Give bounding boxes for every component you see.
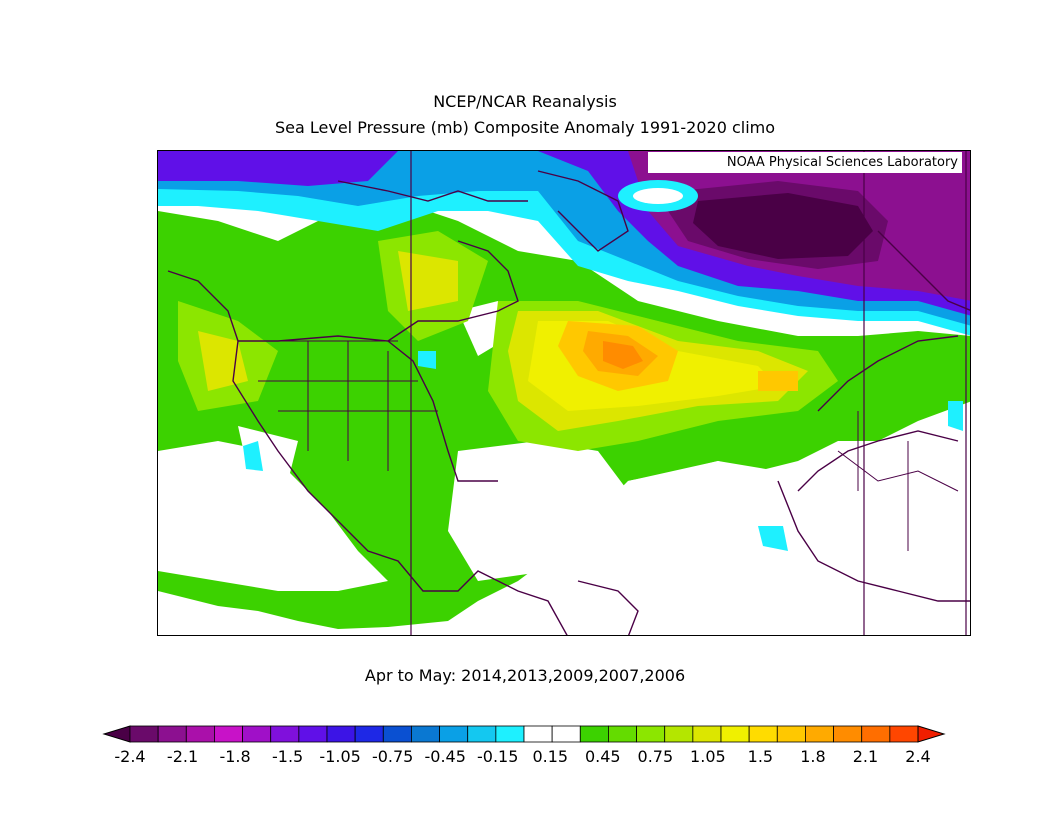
contour-gap [448,441,628,581]
colorbar-swatch [439,725,469,743]
colorbar-tick-label: -0.75 [371,747,414,766]
colorbar-tick-label: -0.15 [477,747,519,766]
colorbar-tick-label: -2.4 [114,747,146,766]
colorbar-swatch [579,725,609,743]
colorbar-swatch [270,725,300,743]
contour-neg-2.1 [693,193,873,259]
colorbar-swatch [664,725,694,743]
colorbar-tick-label: 0.15 [532,747,569,766]
colorbar-swatch [242,725,272,743]
colorbar-swatch [185,725,215,743]
colorbar-tick-label: 2.1 [852,747,879,766]
contour-neg-0.75 [158,151,398,186]
colorbar-swatch [214,725,243,743]
credit-label: NOAA Physical Sciences Laboratory [648,152,962,173]
contour-neg-spot [243,441,263,471]
contour-neg-pocket [633,188,683,204]
colorbar-tick-label: -1.8 [219,747,251,766]
colorbar-swatch [636,725,666,743]
colorbar-swatch [354,725,384,743]
colorbar-swatch [129,725,159,743]
contour-neg-spot [418,351,436,369]
caption: Apr to May: 2014,2013,2009,2007,2006 [364,666,686,685]
colorbar-swatch [298,725,328,743]
colorbar-tick-label: 1.8 [800,747,826,766]
colorbar-tick-label: -1.05 [319,747,361,766]
colorbar-arrow-left [102,725,131,743]
colorbar-tick-label: 0.75 [637,747,674,766]
colorbar-swatch [608,725,637,743]
colorbar-swatch [833,725,863,743]
colorbar-tick-label: 0.45 [584,747,621,766]
colorbar-swatch [861,725,891,743]
colorbar-swatch [467,725,497,743]
colorbar [102,725,946,743]
colorbar-swatch [748,725,778,743]
colorbar-tick-label: -1.5 [271,747,304,766]
chart-subtitle: Sea Level Pressure (mb) Composite Anomal… [274,118,776,137]
contour-0.75 [198,331,248,391]
political-borders [238,340,959,551]
colorbar-tick-label: 1.05 [690,747,726,766]
colorbar-tick-label: 1.5 [747,747,774,766]
colorbar-swatch [326,725,356,743]
coastlines [167,170,970,635]
contour-0.75 [398,251,458,311]
colorbar-swatch [692,725,722,743]
contour-neg-spot [948,401,963,431]
colorbar-swatch [805,725,834,743]
chart-title: NCEP/NCAR Reanalysis [433,92,617,111]
colorbar-arrow-right [917,725,946,743]
colorbar-swatch [889,725,919,743]
contour-2.1 [603,341,643,369]
colorbar-swatch [157,725,187,743]
contour-gap [578,461,818,631]
colorbar-swatch [776,725,806,743]
colorbar-swatch [382,725,412,743]
contour-neg-spot [758,526,788,551]
colorbar-swatch [495,725,525,743]
colorbar-swatch [523,725,553,743]
colorbar-swatch [551,725,581,743]
contour-gap [158,441,388,591]
contour-1.5 [758,371,798,391]
colorbar-tick-label: -2.1 [166,747,199,766]
colorbar-tick-label: 2.4 [905,747,931,766]
colorbar-tick-label: -0.45 [424,747,466,766]
anomaly-map [157,150,971,636]
colorbar-swatch [411,725,440,743]
colorbar-swatch [720,725,750,743]
